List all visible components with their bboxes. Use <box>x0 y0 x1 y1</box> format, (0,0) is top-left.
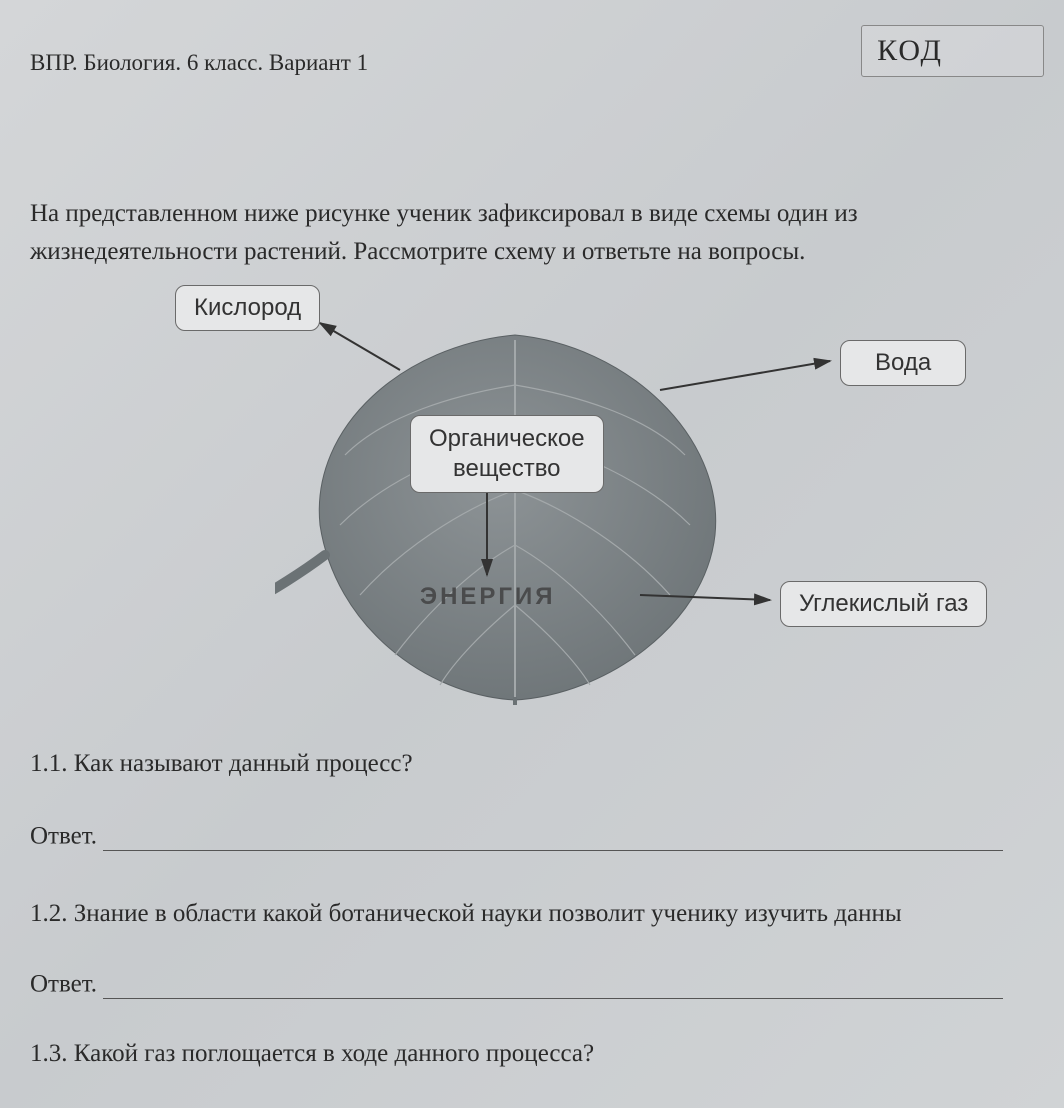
answer-label: Ответ. <box>30 971 97 998</box>
label-oxygen: Кислород <box>175 285 320 331</box>
intro-line2: жизнедеятельности растений. Рассмотрите … <box>30 238 805 265</box>
code-box: КОД <box>861 25 1044 77</box>
leaf-diagram: Кислород Вода Органическое вещество ЭНЕР… <box>120 285 1020 705</box>
answer-1-1: Ответ. <box>30 822 1064 851</box>
question-1-2: 1.2. Знание в области какой ботанической… <box>30 900 1064 928</box>
answer-blank[interactable] <box>103 822 1003 851</box>
label-organic-l1: Органическое <box>429 425 585 452</box>
intro-text: На представленном ниже рисунке ученик за… <box>30 195 1064 270</box>
question-1-1: 1.1. Как называют данный процесс? <box>30 750 1064 778</box>
header-line: ВПР. Биология. 6 класс. Вариант 1 <box>30 50 368 76</box>
label-co2: Углекислый газ <box>780 581 987 627</box>
answer-1-2: Ответ. <box>30 970 1064 999</box>
answer-blank[interactable] <box>103 970 1003 999</box>
question-1-3: 1.3. Какой газ поглощается в ходе данног… <box>30 1040 1064 1068</box>
label-organic: Органическое вещество <box>410 415 604 493</box>
worksheet-page: ВПР. Биология. 6 класс. Вариант 1 КОД На… <box>0 0 1064 1108</box>
label-organic-l2: вещество <box>453 455 560 482</box>
intro-line1: На представленном ниже рисунке ученик за… <box>30 200 858 227</box>
answer-label: Ответ. <box>30 823 97 850</box>
label-energy: ЭНЕРГИЯ <box>420 583 556 611</box>
label-water: Вода <box>840 340 966 386</box>
